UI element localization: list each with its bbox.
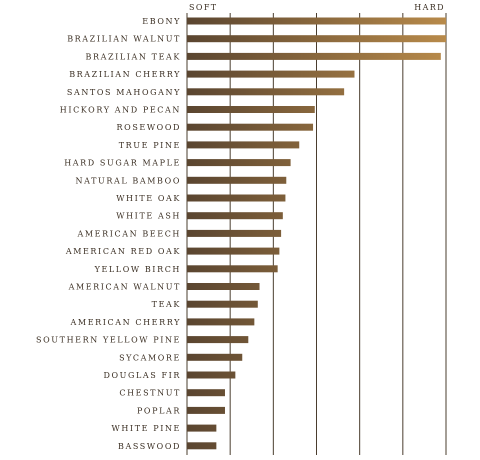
category-label: AMERICAN BEECH — [77, 229, 182, 238]
category-labels: EBONY BRAZILIAN WALNUT BRAZILIAN TEAK BRAZI… — [36, 17, 182, 451]
category-label: BRAZILIAN CHERRY — [69, 70, 181, 79]
category-label: CHESTNUT — [119, 389, 181, 398]
bar — [187, 194, 286, 202]
category-label: YELLOW BIRCH — [94, 265, 181, 274]
bar — [187, 123, 314, 131]
category-label: SOUTHERN YELLOW PINE — [36, 336, 181, 345]
bar — [187, 318, 255, 326]
bar — [187, 141, 300, 149]
bar — [187, 442, 217, 450]
bar — [187, 159, 291, 167]
category-label: WHITE ASH — [116, 212, 181, 221]
category-label: AMERICAN CHERRY — [70, 318, 181, 327]
scale-label-hard: HARD — [414, 3, 445, 12]
scale-label-soft: SOFT — [189, 3, 218, 12]
category-label: BASSWOOD — [118, 442, 181, 451]
bar — [187, 88, 345, 96]
category-label: ROSEWOOD — [117, 123, 181, 132]
category-label: POPLAR — [137, 406, 181, 415]
bar — [187, 389, 225, 397]
bar — [187, 229, 282, 237]
bar — [187, 17, 446, 25]
bar — [187, 212, 283, 220]
bar — [187, 336, 249, 344]
category-label: AMERICAN WALNUT — [68, 283, 181, 292]
category-label: AMERICAN RED OAK — [65, 247, 181, 256]
bar — [187, 406, 225, 414]
bar — [187, 52, 441, 60]
bar — [187, 35, 446, 43]
category-label: HARD SUGAR MAPLE — [64, 159, 181, 168]
category-label: EBONY — [142, 17, 181, 26]
bar — [187, 106, 315, 113]
bars — [187, 17, 446, 450]
bar — [187, 353, 243, 361]
bar — [187, 424, 217, 432]
bar — [187, 300, 258, 308]
category-label: NATURAL BAMBOO — [76, 176, 181, 185]
bar — [187, 265, 278, 273]
bar — [187, 176, 287, 184]
category-label: WHITE PINE — [112, 424, 181, 433]
bar — [187, 371, 236, 379]
category-label: SYCAMORE — [119, 353, 181, 362]
category-label: BRAZILIAN TEAK — [85, 52, 181, 61]
category-label: WHITE OAK — [116, 194, 181, 203]
bar — [187, 247, 280, 255]
category-label: DOUGLAS FIR — [103, 371, 181, 380]
category-label: HICKORY AND PECAN — [60, 106, 181, 115]
bar — [187, 283, 260, 290]
category-label: TEAK — [152, 300, 181, 309]
bar — [187, 70, 355, 78]
category-label: SANTOS MAHOGANY — [67, 88, 181, 97]
category-label: TRUE PINE — [119, 141, 181, 150]
category-label: BRAZILIAN WALNUT — [67, 35, 181, 44]
